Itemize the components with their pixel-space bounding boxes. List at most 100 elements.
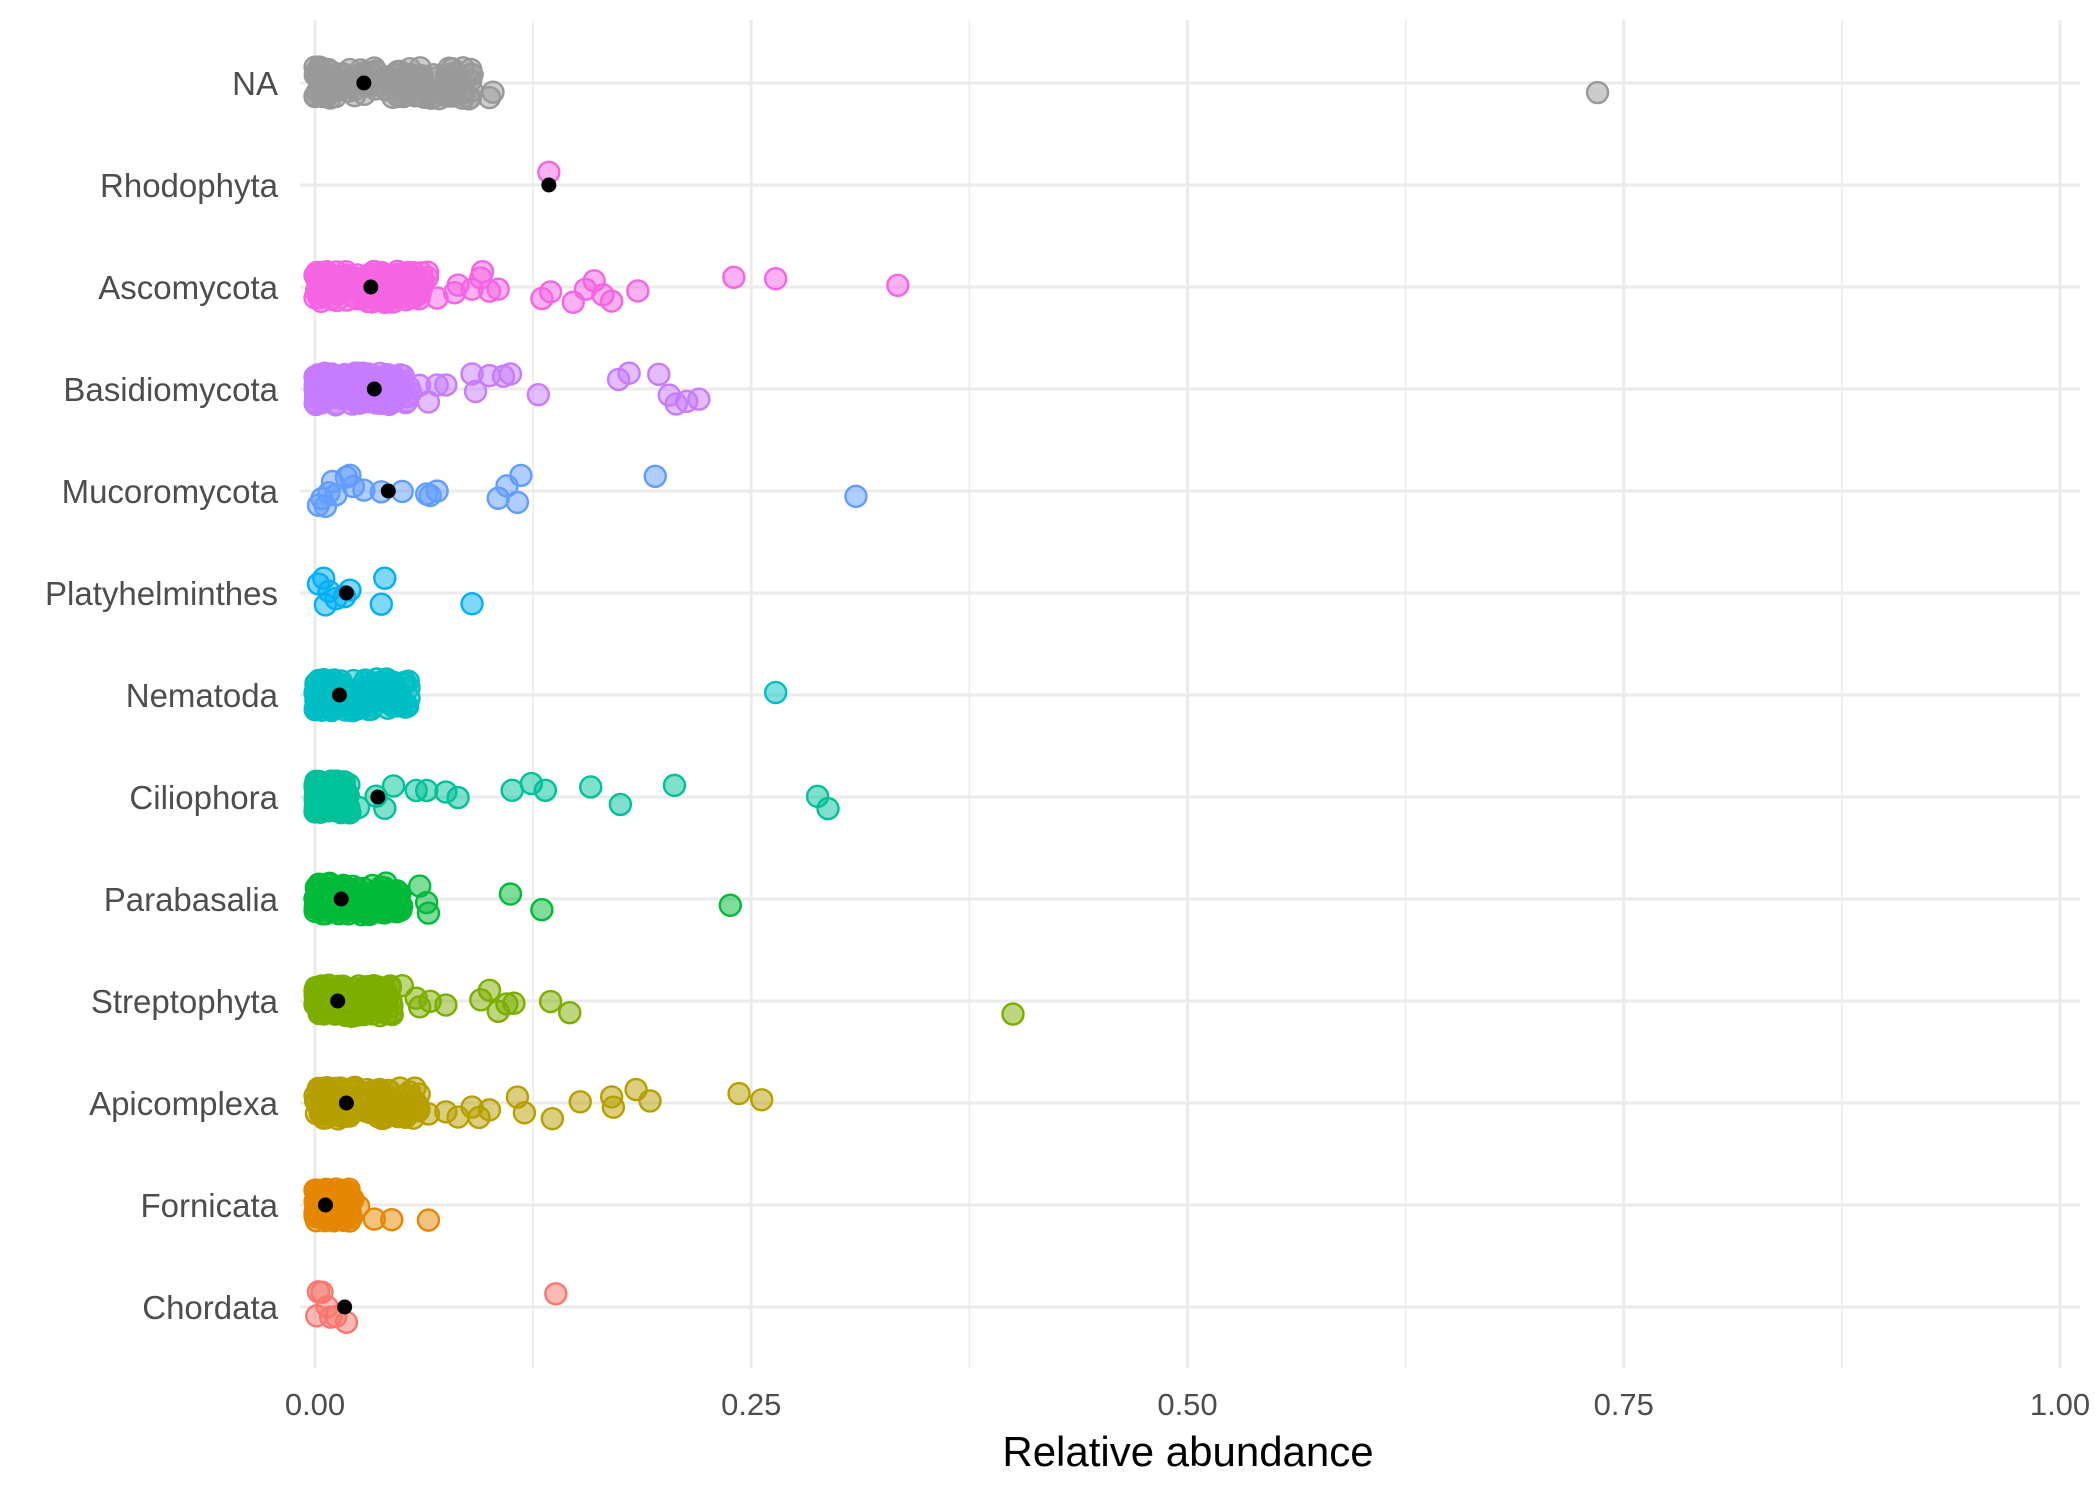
data-point bbox=[763, 267, 788, 291]
data-point bbox=[509, 463, 533, 488]
x-tick-label: 0.75 bbox=[1594, 1387, 1654, 1422]
data-point bbox=[558, 1001, 582, 1025]
data-point bbox=[377, 883, 402, 908]
data-point bbox=[526, 382, 551, 407]
category-label: Fornicata bbox=[140, 1187, 278, 1224]
data-point bbox=[1585, 80, 1610, 105]
data-point bbox=[396, 669, 420, 693]
data-point bbox=[323, 789, 347, 814]
data-point bbox=[380, 1207, 404, 1232]
data-point bbox=[502, 991, 526, 1015]
data-point bbox=[638, 1089, 662, 1113]
data-point bbox=[340, 1000, 365, 1024]
data-point bbox=[346, 795, 371, 820]
mean-point bbox=[333, 891, 349, 907]
data-point bbox=[498, 882, 523, 906]
data-point bbox=[313, 593, 338, 617]
x-tick-label: 0.25 bbox=[721, 1387, 781, 1422]
data-point bbox=[373, 290, 397, 315]
data-point bbox=[647, 362, 671, 387]
mean-point bbox=[366, 381, 382, 397]
data-point bbox=[460, 62, 484, 87]
x-tick-labels: 0.00 0.25 0.50 0.75 1.00 bbox=[285, 1387, 2090, 1422]
category-label: Ascomycota bbox=[98, 269, 278, 306]
data-point bbox=[425, 479, 449, 503]
data-point bbox=[415, 260, 440, 284]
mean-point bbox=[370, 789, 386, 805]
data-point bbox=[324, 392, 349, 416]
data-point bbox=[477, 1098, 502, 1122]
category-label: Mucoromycota bbox=[62, 473, 279, 510]
data-point bbox=[816, 796, 840, 821]
data-point bbox=[388, 1076, 412, 1100]
data-point bbox=[338, 57, 362, 82]
category-label: Nematoda bbox=[126, 677, 279, 714]
data-point bbox=[643, 464, 667, 489]
category-label: Basidiomycota bbox=[63, 371, 278, 408]
mean-points bbox=[317, 75, 557, 1315]
data-point bbox=[446, 273, 470, 297]
mean-point bbox=[338, 585, 354, 601]
mean-point bbox=[380, 483, 396, 499]
data-point bbox=[360, 873, 385, 898]
data-point bbox=[718, 893, 743, 917]
data-point bbox=[303, 983, 328, 1008]
x-axis-title: Relative abundance bbox=[1002, 1428, 1373, 1475]
data-point bbox=[363, 1081, 387, 1105]
mean-point bbox=[541, 177, 557, 193]
data-point bbox=[617, 361, 641, 385]
data-point bbox=[750, 1088, 774, 1112]
data-point bbox=[338, 463, 362, 487]
data-point bbox=[579, 775, 603, 799]
data-point bbox=[601, 1095, 626, 1119]
data-point bbox=[303, 385, 328, 410]
data-point bbox=[434, 993, 458, 1017]
data-point bbox=[334, 1310, 359, 1335]
data-point bbox=[505, 1085, 530, 1109]
data-point bbox=[323, 84, 348, 109]
x-tick-label: 0.00 bbox=[285, 1387, 345, 1422]
data-point bbox=[722, 265, 746, 290]
data-point bbox=[308, 66, 332, 91]
data-point bbox=[763, 680, 788, 705]
data-point bbox=[446, 785, 470, 810]
data-point bbox=[626, 279, 650, 303]
data-point bbox=[470, 260, 495, 284]
category-label: NA bbox=[232, 65, 278, 102]
category-labels: NA Rhodophyta Ascomycota Basidiomycota Mucor… bbox=[45, 65, 279, 1326]
data-point bbox=[500, 778, 524, 803]
data-point bbox=[414, 890, 439, 915]
data-point bbox=[416, 1208, 441, 1232]
data-point bbox=[533, 778, 558, 802]
data-point bbox=[390, 1104, 415, 1129]
category-label: Chordata bbox=[142, 1289, 278, 1326]
data-point bbox=[498, 362, 523, 386]
data-point bbox=[346, 387, 370, 411]
mean-point bbox=[363, 279, 379, 295]
data-point bbox=[538, 280, 563, 304]
data-point bbox=[381, 774, 406, 798]
data-point bbox=[369, 260, 394, 285]
mean-point bbox=[317, 1197, 333, 1213]
data-point bbox=[460, 592, 484, 616]
mean-point bbox=[331, 687, 347, 703]
mean-point bbox=[356, 75, 372, 91]
data-point bbox=[727, 1081, 751, 1106]
x-tick-label: 1.00 bbox=[2030, 1387, 2090, 1422]
data-point bbox=[354, 895, 378, 920]
data-point bbox=[481, 80, 505, 104]
data-point bbox=[373, 566, 397, 590]
data-point bbox=[538, 989, 563, 1014]
mean-point bbox=[338, 1095, 354, 1111]
category-label: Apicomplexa bbox=[89, 1085, 279, 1122]
category-label: Parabasalia bbox=[104, 881, 279, 918]
data-point bbox=[540, 1106, 565, 1131]
mean-point bbox=[337, 1299, 353, 1315]
data-point bbox=[505, 490, 530, 515]
data-point bbox=[1001, 1002, 1025, 1026]
data-point bbox=[378, 688, 403, 712]
data-point bbox=[313, 494, 338, 519]
mean-point bbox=[330, 993, 346, 1009]
category-label: Rhodophyta bbox=[100, 167, 279, 204]
